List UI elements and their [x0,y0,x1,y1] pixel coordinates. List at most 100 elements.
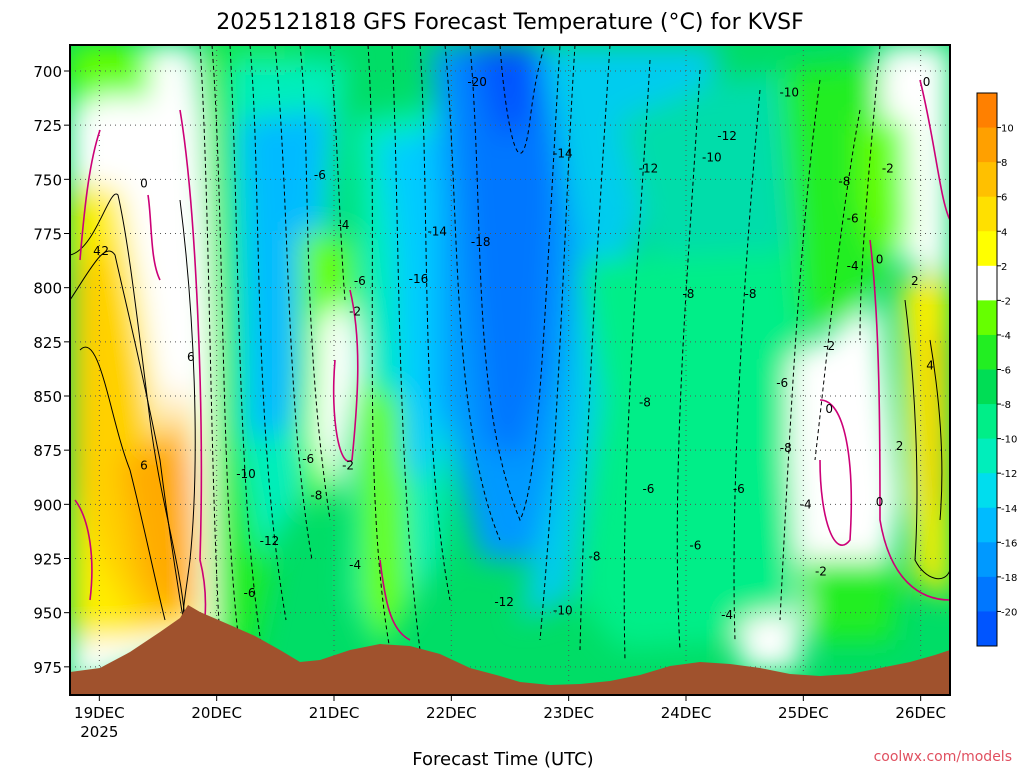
colorbar-label: -6 [1001,366,1011,377]
contour-label: -6 [733,482,745,496]
y-tick-label: 700 [33,63,62,81]
isotherm-zero [74,79,950,661]
terrain-ground [70,605,950,695]
credit-link[interactable]: coolwx.com/models [874,749,1012,765]
y-tick-label: 800 [33,280,62,298]
contour-label: 2 [101,244,109,258]
y-tick-label: 975 [33,659,62,677]
colorbar-label: -2 [1001,296,1011,307]
contour-label: -4 [721,608,733,622]
x-year-label: 2025 [80,723,118,741]
y-tick-label: 850 [33,388,62,406]
plot-frame [69,44,951,696]
contour-label: 0 [140,177,148,191]
contour-label: -14 [427,224,447,238]
colorbar-label: -18 [1001,573,1017,584]
contour-label: 2 [896,439,904,453]
colorbar-label: -16 [1001,538,1017,549]
colorbar-swatch [977,404,997,440]
colorbar-label: 10 [1001,124,1014,135]
plot-area: 4 2066-10-12-6-6-8-6-4-2-2-6-4-14-16-18-2… [70,45,950,695]
contour-label: 0 [825,402,833,416]
x-axis-title: Forecast Time (UTC) [412,749,593,768]
y-tick-label: 875 [33,442,62,460]
colorbar-label: -8 [1001,400,1011,411]
y-tick-label: 950 [33,605,62,623]
contour-label: -6 [354,274,366,288]
x-tick-label: 22DEC [426,704,477,722]
colorbar-label: -4 [1001,331,1011,342]
contour-label: -10 [553,604,573,618]
contour-label: -8 [310,489,322,503]
isotherms-positive [70,193,950,631]
colorbar-swatch [977,196,997,232]
colorbar-swatch [977,127,997,163]
contour-label: -2 [349,305,361,319]
contour-label: 4 [926,359,934,373]
contour-label: -4 [800,497,812,511]
colorbar-label: 2 [1001,262,1007,273]
contour-label: -6 [847,211,859,225]
colorbar-swatch [977,473,997,509]
x-tick-label: 26DEC [895,704,946,722]
y-tick-label: 775 [33,226,62,244]
colorbar-swatch [977,265,997,301]
colorbar-label: -20 [1001,607,1017,618]
contour-label: 0 [876,253,884,267]
contour-label: 6 [140,458,148,472]
contour-label: -14 [553,146,573,160]
contour-label: -4 [847,259,859,273]
x-axis: 19DEC 20DEC 21DEC 22DEC 23DEC 24DEC 25DEC 26DEC… [74,695,946,741]
colorbar-swatch [977,231,997,267]
colorbar-swatch [977,542,997,578]
colorbar-swatch [977,300,997,336]
contour-label: -18 [471,235,491,249]
colorbar-swatch [977,507,997,543]
contour-label: -6 [302,452,314,466]
contour-label: -10 [702,151,722,165]
x-tick-label: 19DEC [74,704,125,722]
contour-label: -8 [745,287,757,301]
contour-label: 0 [923,75,931,89]
contour-label: -10 [779,86,799,100]
x-tick-label: 23DEC [543,704,594,722]
y-tick-label: 900 [33,496,62,514]
contour-label: -8 [639,396,651,410]
colorbar-label: -14 [1001,504,1017,515]
chart-title: 2025121818 GFS Forecast Temperature (°C)… [216,10,804,35]
contour-label: -8 [780,441,792,455]
colorbar-swatch [977,438,997,474]
contour-label: -2 [342,458,354,472]
contour-label: -10 [236,467,256,481]
colorbar: 10 8 6 4 2 -2 -4 -6 -8 -10 -12 -14 -16 -18 -20 [976,92,1017,647]
colorbar-swatch [977,576,997,612]
contour-label: -12 [494,595,514,609]
colorbar-swatch [977,369,997,405]
y-tick-label: 825 [33,334,62,352]
contour-label: 0 [876,495,884,509]
contour-label: 4 [93,244,101,258]
contour-label: -6 [244,586,256,600]
colorbar-label: -12 [1001,469,1017,480]
colorbar-label: 4 [1001,227,1007,238]
contour-label: -8 [838,175,850,189]
contour-label: -8 [682,287,694,301]
contour-label: 2 [911,274,919,288]
contour-label: -6 [689,539,701,553]
contour-label: -20 [467,75,487,89]
contour-label: 6 [187,350,195,364]
contour-labels: 4 2066-10-12-6-6-8-6-4-2-2-6-4-14-16-18-2… [93,75,934,622]
contour-label: -6 [776,376,788,390]
y-tick-label: 750 [33,171,62,189]
isotherms-negative [199,45,881,661]
contour-label: -4 [349,558,361,572]
colorbar-label: 6 [1001,193,1007,204]
contour-label: -4 [337,218,349,232]
contour-label: -12 [639,162,659,176]
colorbar-swatch [977,334,997,370]
contour-label: -8 [588,549,600,563]
x-tick-label: 24DEC [661,704,712,722]
contour-label: -2 [823,339,835,353]
contour-label: -6 [314,168,326,182]
